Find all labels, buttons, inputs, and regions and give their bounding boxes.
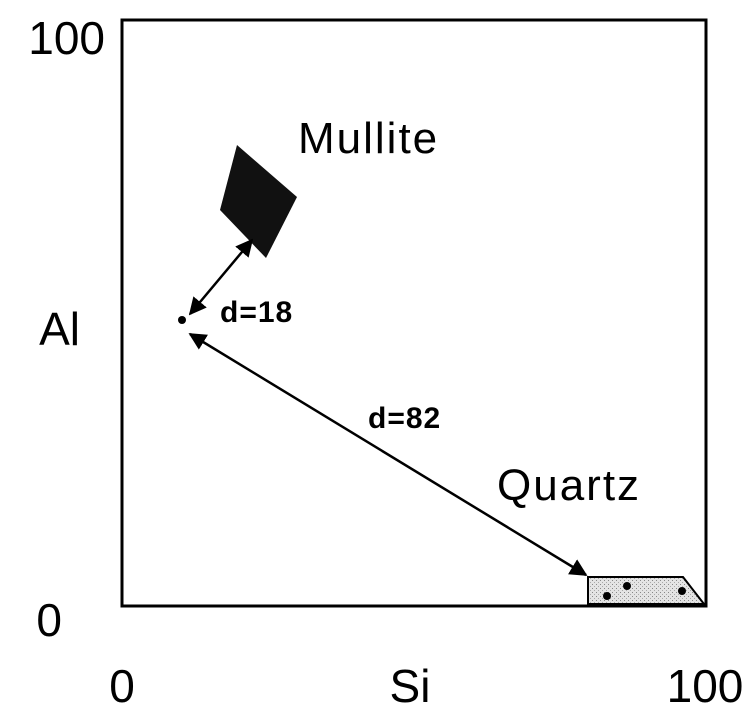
mullite-label: Mullite <box>298 114 439 163</box>
quartz-point <box>623 582 631 590</box>
x-min-label: 0 <box>109 660 135 712</box>
y-min-label: 0 <box>36 594 62 646</box>
plot-frame <box>120 18 708 608</box>
distance-label: d=18 <box>220 296 293 329</box>
x-axis-label: Si <box>390 660 431 712</box>
quartz-point <box>603 592 611 600</box>
distance-label: d=82 <box>368 402 441 435</box>
quartz-region <box>587 576 707 605</box>
y-max-label: 100 <box>28 12 105 64</box>
distance-arrow <box>188 332 588 577</box>
quartz-label: Quartz <box>497 461 641 510</box>
distance-arrow <box>188 238 254 316</box>
x-max-label: 100 <box>667 660 744 712</box>
y-axis-label: Al <box>39 303 80 355</box>
quartz-point <box>678 587 686 595</box>
mullite-region <box>220 145 297 258</box>
sample-point <box>178 316 186 324</box>
